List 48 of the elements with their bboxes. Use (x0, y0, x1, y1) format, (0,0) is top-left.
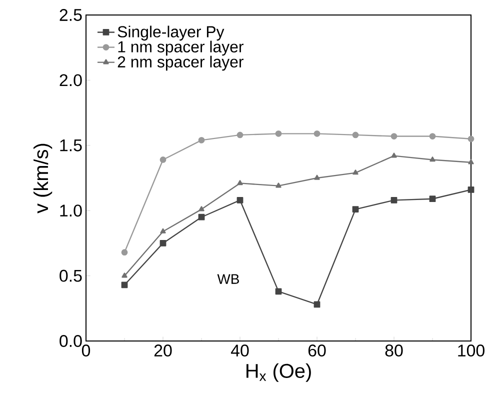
point (160, 156, 166, 163)
point (121, 282, 128, 288)
x-tick-label: 20 (154, 344, 172, 357)
y-tick-label: 1.5 (60, 139, 82, 152)
point (198, 214, 205, 220)
y-tick-label: 0.5 (60, 270, 82, 282)
point (468, 186, 474, 193)
annotation: WB (217, 274, 239, 284)
point (430, 156, 436, 162)
y-axis-title: v (km/s) (34, 144, 52, 214)
y-tick-label: 1.0 (60, 204, 82, 217)
point (314, 130, 320, 137)
point (352, 132, 359, 138)
point (160, 240, 166, 246)
y-tick-label: 0.0 (60, 335, 82, 347)
x-tick-label: 100 (458, 344, 484, 357)
point (468, 159, 474, 164)
point (352, 170, 358, 175)
legend-label: 2 nm spacer layer (118, 56, 244, 71)
point (314, 301, 320, 308)
point (160, 228, 166, 234)
point (314, 174, 320, 180)
point (275, 288, 282, 295)
x-tick-label: 80 (385, 344, 403, 357)
x-tick-label: 60 (308, 344, 326, 357)
y-tick-label: 2.0 (60, 74, 82, 86)
point (122, 272, 128, 278)
legend-label: Single-layer Py (118, 26, 224, 41)
y-tick-label: 2.5 (60, 9, 82, 21)
point (390, 133, 398, 140)
point (236, 196, 244, 204)
point (352, 206, 359, 212)
point (468, 136, 474, 142)
point (236, 132, 244, 138)
x-tick-label: 40 (230, 344, 249, 357)
point (275, 130, 282, 137)
point (391, 152, 397, 158)
point (237, 180, 243, 186)
point (276, 182, 282, 188)
point (390, 196, 398, 204)
point (198, 206, 204, 212)
x-axis-title: H$_{x}$ (Oe) (246, 363, 311, 382)
point (429, 133, 436, 140)
legend-label: 1 nm spacer layer (118, 40, 244, 56)
x-tick-label: 0 (82, 344, 90, 357)
point (429, 196, 436, 202)
point (121, 249, 128, 256)
point (198, 136, 205, 144)
